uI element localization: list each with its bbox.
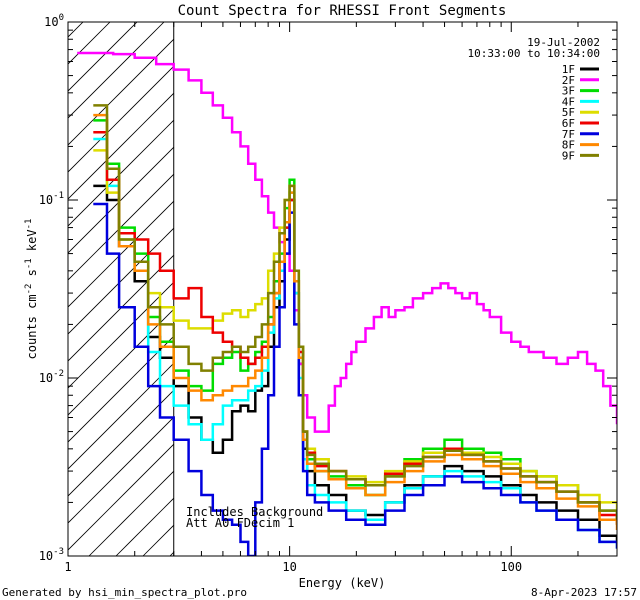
hatch-line	[332, 0, 640, 556]
y-tick-label: 10-1	[39, 191, 64, 207]
attenuator-hatched-region	[0, 0, 640, 556]
x-tick-label: 100	[500, 560, 522, 574]
hatch-line	[68, 335, 174, 443]
annotation-attenuator: Att A0 FDecim 1	[186, 516, 294, 530]
hatch-line	[68, 22, 165, 119]
x-tick-label: 10	[282, 560, 296, 574]
hatch-line	[602, 0, 640, 556]
legend-label-8F: 8F	[562, 139, 575, 152]
time-range-label: 10:33:00 to 10:34:00	[468, 47, 600, 60]
legend-label-5F: 5F	[562, 106, 575, 119]
hatch-line	[521, 0, 640, 556]
legend-label-7F: 7F	[562, 128, 575, 141]
hatch-line	[68, 22, 84, 38]
hatch-line	[68, 416, 174, 524]
hatch-line	[68, 389, 174, 497]
hatch-line	[68, 443, 174, 551]
series-line-8F	[93, 113, 617, 530]
hatch-line	[278, 0, 640, 556]
series-line-5F	[93, 149, 617, 511]
legend-label-3F: 3F	[562, 85, 575, 98]
x-axis-label: Energy (keV)	[299, 576, 386, 590]
hatch-line	[0, 0, 95, 556]
legend-label-6F: 6F	[562, 117, 575, 130]
annotation-background: Includes Background	[186, 505, 323, 519]
hatch-line	[0, 0, 122, 556]
hatch-line	[68, 200, 174, 308]
series-line-6F	[93, 131, 617, 525]
legend-label-2F: 2F	[562, 74, 575, 87]
series-line-9F	[93, 104, 617, 520]
hatch-line	[467, 0, 640, 556]
hatch-line	[440, 0, 640, 556]
y-tick-label: 10-2	[39, 369, 64, 385]
legend-label-9F: 9F	[562, 149, 575, 162]
y-tick-label: 10-3	[39, 547, 64, 563]
footer-timestamp: 8-Apr-2023 17:57	[531, 586, 637, 599]
hatch-line	[575, 0, 640, 556]
chart-title: Count Spectra for RHESSI Front Segments	[178, 3, 507, 19]
hatch-line	[305, 0, 640, 556]
hatch-line	[413, 0, 640, 556]
hatch-line	[68, 281, 174, 389]
footer-generated-by: Generated by hsi_min_spectra_plot.pro	[2, 586, 247, 599]
hatch-line	[68, 38, 174, 146]
legend-label-4F: 4F	[562, 95, 575, 108]
hatch-line	[224, 0, 640, 556]
hatch-line	[68, 173, 174, 281]
hatch-line	[629, 0, 640, 556]
hatch-line	[68, 65, 174, 173]
x-tick-label: 1	[64, 560, 71, 574]
plot-frame	[67, 21, 618, 557]
hatch-line	[68, 119, 174, 227]
date-label: 19-Jul-2002	[527, 36, 600, 49]
hatch-line	[68, 308, 174, 416]
hatch-line	[68, 22, 111, 65]
hatch-line	[68, 227, 174, 335]
series-line-3F	[93, 119, 617, 525]
hatch-line	[68, 254, 174, 362]
hatch-line	[68, 92, 174, 200]
y-axis-label: counts cm-2 s-1 keV-1	[24, 219, 39, 360]
hatch-line	[68, 22, 138, 92]
legend-label-1F: 1F	[562, 63, 575, 76]
hatch-line	[88, 470, 174, 556]
y-tick-label: 100	[44, 13, 64, 29]
series-line-2F	[77, 51, 617, 433]
hatch-line	[68, 146, 174, 254]
hatch-line	[68, 362, 174, 470]
